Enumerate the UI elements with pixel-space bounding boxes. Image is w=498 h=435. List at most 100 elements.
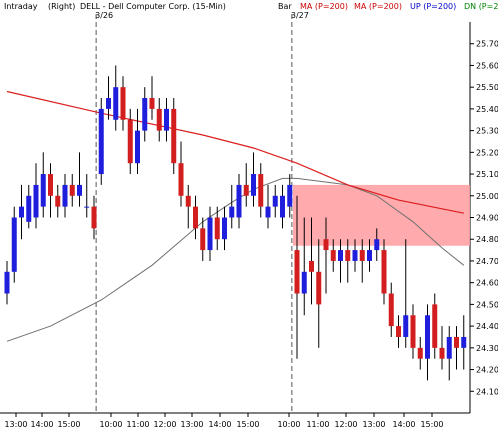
candle-body [367, 250, 372, 261]
down-candle [185, 184, 191, 229]
down-candle [243, 163, 249, 207]
candle-body [352, 250, 358, 261]
x-tick-label: 10:00 [99, 420, 122, 429]
slow-moving-average-line [6, 177, 465, 342]
up-candle [367, 239, 372, 272]
candle-body [149, 98, 155, 109]
candle-body [214, 217, 220, 240]
down-candle [91, 195, 97, 240]
ma-band-legend: MA (P=200) [354, 2, 402, 11]
up-candle [236, 174, 242, 229]
down-candle [381, 239, 387, 305]
x-tick-label: 13:00 [362, 420, 385, 429]
down-candle [330, 239, 336, 272]
down-candle [55, 184, 61, 218]
y-tick-label: 24.70 [476, 257, 498, 266]
symbol-title: DELL - Dell Computer Corp. (15-Min) [80, 2, 226, 11]
y-tick-label: 24.60 [476, 279, 498, 288]
y-tick-label: 24.10 [476, 387, 498, 396]
up-candle [135, 108, 140, 175]
y-tick-label: 24.50 [476, 300, 498, 309]
down-candle [178, 141, 184, 207]
candle-body [417, 347, 423, 359]
down-candle [258, 163, 264, 218]
x-tick-label: 12:00 [153, 420, 176, 429]
candle-body [243, 184, 249, 196]
down-candle [323, 217, 329, 294]
up-candle [425, 304, 430, 381]
x-tick-label: 14:00 [392, 420, 415, 429]
up-candle [142, 87, 148, 142]
x-tick-label: 15:00 [236, 420, 259, 429]
down-candle [193, 195, 198, 240]
session-separators: 3/26 3/27 [95, 11, 309, 413]
candle-body [280, 195, 285, 218]
down-candle [171, 98, 177, 175]
candles [4, 65, 467, 381]
down-candle [127, 108, 133, 175]
y-tick-label: 25.70 [476, 40, 498, 49]
y-tick-label: 24.90 [476, 214, 498, 223]
candle-body [251, 174, 256, 196]
up-candle [352, 239, 358, 272]
down-candle [156, 98, 162, 142]
candle-body [113, 87, 119, 120]
candle-body [432, 304, 438, 348]
down-candle [439, 326, 445, 370]
session-date-label: 3/27 [291, 11, 309, 20]
up-candle [374, 228, 380, 261]
up-candle [113, 65, 119, 131]
up-candle [265, 184, 271, 229]
candle-body [62, 184, 68, 207]
down-candle [388, 282, 394, 337]
candle-body [236, 184, 242, 218]
candle-body [4, 271, 10, 294]
y-tick-label: 25.60 [476, 61, 498, 70]
candle-body [127, 119, 133, 164]
up-candle [280, 184, 285, 229]
candle-body [98, 108, 104, 175]
candle-body [200, 228, 206, 251]
up-candle [62, 174, 68, 218]
x-tick-label: 13:00 [4, 420, 27, 429]
resistance-band [293, 184, 470, 246]
candle-body [396, 326, 401, 337]
candle-body [55, 195, 61, 207]
candle-body [193, 206, 198, 229]
candle-body [69, 184, 75, 196]
session-date-label: 3/26 [95, 11, 113, 20]
y-axis-ticks: 25.70 25.60 25.50 25.40 25.30 25.20 25.10 25.00… [470, 40, 498, 396]
up-candle [222, 206, 227, 251]
y-tick-label: 25.30 [476, 127, 498, 136]
down-candle [396, 315, 401, 348]
candle-body [330, 250, 336, 261]
candle-body [156, 108, 162, 131]
down-candle [200, 217, 206, 261]
candle-body [77, 184, 82, 196]
x-tick-label: 14:00 [30, 420, 53, 429]
up-candle [98, 98, 104, 185]
x-axis-ticks: 13:00 14:00 15:00 10:00 11:00 12:00 13:00 14:00… [4, 413, 444, 429]
down-candle [359, 239, 365, 283]
x-tick-label: 11:00 [126, 420, 149, 429]
candle-body [287, 184, 293, 207]
down-candle [345, 239, 351, 283]
candle-body [185, 195, 191, 207]
band-layer [293, 184, 470, 246]
candle-body [33, 184, 39, 218]
up-candle [403, 239, 409, 348]
x-tick-label: 11:00 [306, 420, 329, 429]
x-tick-label: 15:00 [57, 420, 80, 429]
down-candle [149, 76, 155, 120]
down-candle [294, 195, 300, 359]
candle-body [323, 239, 329, 251]
candle-body [381, 250, 387, 294]
down-candle [454, 326, 459, 370]
candle-body [26, 195, 32, 222]
candle-body [135, 130, 140, 164]
down-candle [410, 304, 416, 359]
candle-body [40, 174, 46, 207]
up-candle [446, 326, 452, 381]
